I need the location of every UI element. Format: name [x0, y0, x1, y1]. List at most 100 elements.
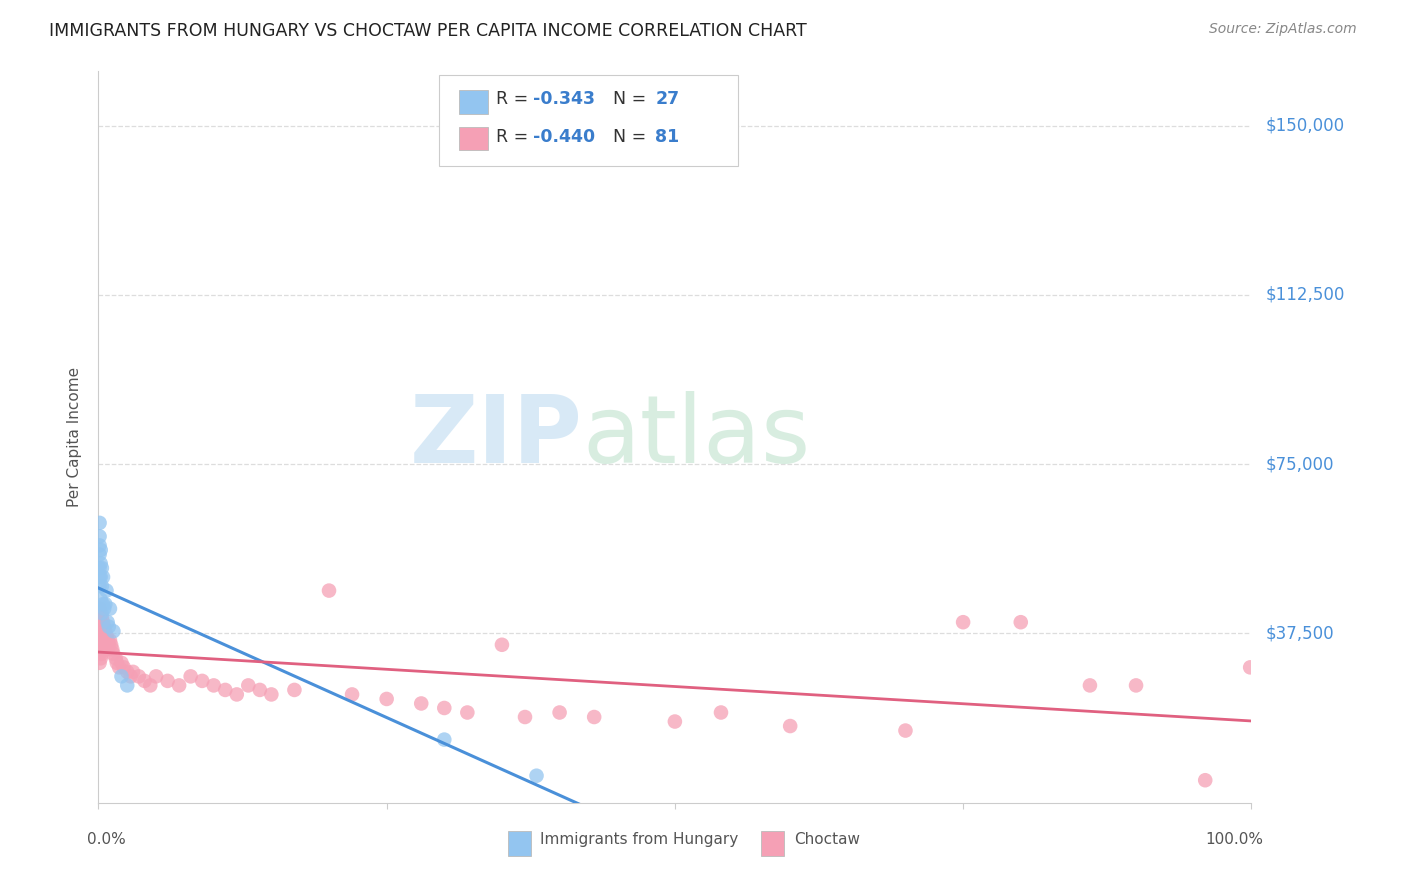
- Text: atlas: atlas: [582, 391, 811, 483]
- Point: [145, 669, 167, 683]
- Point: [96, 629, 118, 643]
- Point: [456, 706, 478, 720]
- Point: [89, 579, 111, 593]
- Point: [249, 682, 271, 697]
- Point: [91, 615, 114, 630]
- Point: [1125, 678, 1147, 692]
- Text: 81: 81: [655, 128, 679, 146]
- Point: [105, 656, 128, 670]
- Point: [103, 624, 125, 639]
- Point: [89, 629, 111, 643]
- Text: Source: ZipAtlas.com: Source: ZipAtlas.com: [1209, 22, 1357, 37]
- Point: [90, 557, 112, 571]
- Bar: [508, 830, 531, 856]
- Text: 27: 27: [655, 90, 679, 108]
- Point: [779, 719, 801, 733]
- Point: [90, 642, 112, 657]
- Point: [513, 710, 536, 724]
- Point: [90, 570, 112, 584]
- Point: [90, 592, 112, 607]
- Point: [104, 651, 127, 665]
- Point: [108, 660, 131, 674]
- Point: [96, 583, 118, 598]
- Text: $150,000: $150,000: [1265, 117, 1344, 135]
- Point: [1239, 660, 1261, 674]
- Point: [97, 638, 120, 652]
- Point: [98, 633, 121, 648]
- Point: [238, 678, 260, 692]
- Point: [90, 610, 112, 624]
- Point: [94, 597, 117, 611]
- Bar: [460, 127, 488, 151]
- Point: [90, 647, 112, 661]
- Point: [91, 597, 114, 611]
- Point: [97, 615, 120, 630]
- Text: N =: N =: [602, 128, 652, 146]
- Text: $37,500: $37,500: [1265, 624, 1334, 642]
- Point: [90, 606, 112, 620]
- Point: [1194, 773, 1216, 788]
- Point: [283, 682, 305, 697]
- Point: [90, 620, 112, 634]
- Point: [156, 673, 179, 688]
- Point: [96, 638, 118, 652]
- Point: [710, 706, 733, 720]
- Point: [526, 769, 548, 783]
- Point: [93, 620, 115, 634]
- Text: ZIP: ZIP: [409, 391, 582, 483]
- Text: -0.343: -0.343: [533, 90, 595, 108]
- Point: [214, 682, 236, 697]
- Point: [91, 624, 114, 639]
- Point: [89, 570, 111, 584]
- Point: [202, 678, 225, 692]
- Point: [122, 665, 145, 679]
- Point: [1078, 678, 1101, 692]
- FancyBboxPatch shape: [439, 75, 738, 167]
- Text: $75,000: $75,000: [1265, 455, 1334, 473]
- Point: [89, 601, 111, 615]
- Point: [167, 678, 190, 692]
- Point: [90, 629, 112, 643]
- Point: [97, 620, 120, 634]
- Point: [101, 642, 124, 657]
- Point: [89, 610, 111, 624]
- Point: [90, 651, 112, 665]
- Point: [90, 615, 112, 630]
- Point: [89, 629, 111, 643]
- Point: [411, 697, 433, 711]
- Text: 0.0%: 0.0%: [87, 832, 125, 847]
- Point: [89, 601, 111, 615]
- Point: [98, 601, 121, 615]
- Point: [110, 669, 132, 683]
- Point: [89, 538, 111, 552]
- Point: [664, 714, 686, 729]
- Point: [134, 673, 156, 688]
- Text: R =: R =: [496, 90, 534, 108]
- Point: [90, 638, 112, 652]
- Point: [89, 561, 111, 575]
- Text: R =: R =: [496, 128, 534, 146]
- Point: [97, 642, 120, 657]
- Point: [90, 579, 112, 593]
- Point: [120, 669, 142, 683]
- Point: [94, 624, 117, 639]
- Point: [139, 678, 162, 692]
- Point: [91, 633, 114, 648]
- Point: [89, 620, 111, 634]
- Point: [90, 633, 112, 648]
- Point: [100, 638, 122, 652]
- Point: [894, 723, 917, 738]
- Point: [117, 665, 139, 679]
- Point: [128, 669, 150, 683]
- Text: -0.440: -0.440: [533, 128, 595, 146]
- Text: N =: N =: [602, 90, 652, 108]
- Text: Immigrants from Hungary: Immigrants from Hungary: [540, 832, 738, 847]
- Point: [90, 606, 112, 620]
- Text: $112,500: $112,500: [1265, 285, 1344, 304]
- Point: [93, 638, 115, 652]
- Point: [952, 615, 974, 630]
- Point: [89, 548, 111, 562]
- Point: [89, 529, 111, 543]
- Text: Choctaw: Choctaw: [793, 832, 859, 847]
- Point: [94, 633, 117, 648]
